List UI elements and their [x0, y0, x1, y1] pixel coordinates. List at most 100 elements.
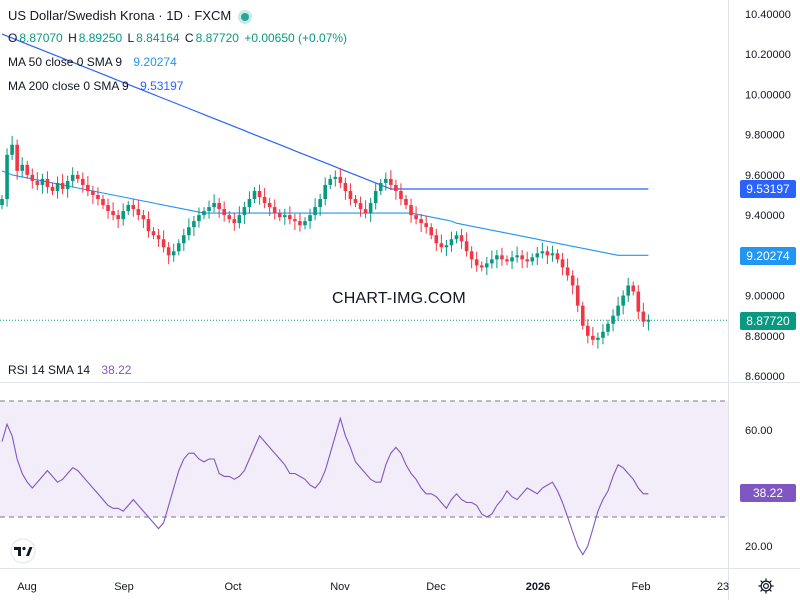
candle-body	[449, 239, 454, 246]
rsi-legend[interactable]: RSI 14 SMA 14 38.22	[8, 363, 133, 377]
candle-body	[404, 199, 408, 206]
time-tick-label: Dec	[426, 581, 446, 593]
candle-body	[156, 235, 161, 240]
candle-body	[626, 285, 630, 296]
candle-body	[131, 205, 136, 210]
candle-body	[434, 235, 439, 244]
rsi-value: 38.22	[101, 363, 132, 377]
candle-body	[490, 259, 494, 264]
candle-body	[161, 239, 166, 248]
candle-body	[116, 215, 120, 220]
candle-body	[298, 221, 302, 226]
candle-body	[459, 235, 464, 242]
candle-body	[257, 190, 262, 198]
price-tick-label: 10.40000	[745, 9, 791, 21]
candle-body	[262, 197, 267, 204]
time-tick-label: Feb	[632, 581, 651, 593]
candle-body	[631, 285, 636, 292]
price-tick-label: 10.20000	[745, 49, 791, 61]
candle-body	[55, 182, 60, 191]
rsi-tick-label: 60.00	[745, 425, 773, 437]
ma50-legend[interactable]: MA 50 close 0 SMA 9 9.20274	[8, 55, 179, 69]
candle-body	[141, 215, 146, 220]
candle-body	[126, 205, 131, 212]
candle-body	[429, 227, 434, 236]
candle-body	[348, 190, 353, 200]
candle-body	[373, 190, 378, 204]
price-tick-label: 9.40000	[745, 210, 785, 222]
high-label: H	[68, 31, 77, 45]
open-label: O	[8, 31, 18, 45]
candle-body	[525, 259, 529, 262]
candle-body	[555, 253, 560, 260]
change-value: +0.00650 (+0.07%)	[244, 31, 348, 45]
candle-body	[197, 215, 201, 222]
candle-body	[267, 203, 272, 208]
candle-body	[50, 186, 55, 191]
candle-body	[151, 231, 156, 236]
candle-body	[60, 182, 65, 189]
candle-body	[106, 205, 110, 212]
candle-body	[389, 178, 393, 185]
rsi-label: RSI 14 SMA 14	[8, 363, 91, 377]
candle-body	[91, 190, 95, 195]
candle-body	[560, 259, 565, 268]
candle-body	[515, 255, 519, 258]
candle-body	[384, 178, 388, 183]
candle-body	[444, 245, 449, 248]
candle-body	[368, 203, 373, 214]
candle-body	[272, 207, 277, 214]
candle-body	[277, 213, 282, 218]
candle-body	[510, 257, 514, 262]
candle-body	[495, 255, 499, 260]
candle-body	[621, 295, 625, 306]
candle-body	[15, 144, 19, 171]
candle-body	[40, 178, 45, 185]
rsi-price-tag: 38.22	[740, 484, 796, 502]
candle-body	[535, 253, 540, 258]
candle-body	[363, 209, 368, 214]
ma200-label: MA 200 close 0 SMA 9	[8, 79, 129, 93]
candle-body	[171, 251, 176, 256]
candle-body	[338, 176, 343, 183]
candle-body	[283, 215, 287, 218]
candle-body	[616, 305, 620, 316]
candle-body	[313, 207, 317, 216]
candle-body	[424, 223, 428, 228]
open-value: 8.87070	[19, 31, 63, 45]
candle-body	[646, 319, 651, 322]
candle-body	[611, 315, 615, 324]
candle-body	[303, 221, 307, 226]
candle-body	[176, 243, 181, 252]
rsi-line	[1, 416, 649, 556]
candle-body	[96, 195, 100, 200]
candle-body	[192, 221, 196, 228]
candle-body	[222, 209, 226, 216]
candle-body	[35, 180, 40, 185]
candle-body	[323, 184, 327, 200]
candle-body	[187, 227, 191, 236]
price-tick-label: 9.00000	[745, 291, 785, 303]
candle-body	[111, 211, 115, 216]
candle-body	[328, 178, 333, 185]
ma50-price-tag: 9.20274	[740, 247, 796, 265]
candle-body	[378, 182, 383, 191]
candle-body	[247, 199, 252, 208]
candle-body	[394, 184, 398, 191]
candle-body	[580, 305, 585, 326]
candle-body	[81, 178, 85, 185]
candle-body	[217, 203, 221, 210]
candle-body	[25, 164, 30, 175]
candle-body	[65, 180, 70, 189]
tradingview-logo-icon[interactable]	[6, 538, 40, 564]
close-label: C	[184, 31, 194, 45]
candle-body	[288, 215, 292, 220]
candle-body	[232, 219, 237, 224]
ma50-label: MA 50 close 0 SMA 9	[8, 55, 123, 69]
ma200-legend[interactable]: MA 200 close 0 SMA 9 9.53197	[8, 79, 185, 93]
time-tick-label: 23	[717, 581, 729, 593]
candle-body	[136, 209, 141, 216]
candle-body	[606, 323, 610, 332]
settings-gear-icon[interactable]	[757, 577, 775, 595]
